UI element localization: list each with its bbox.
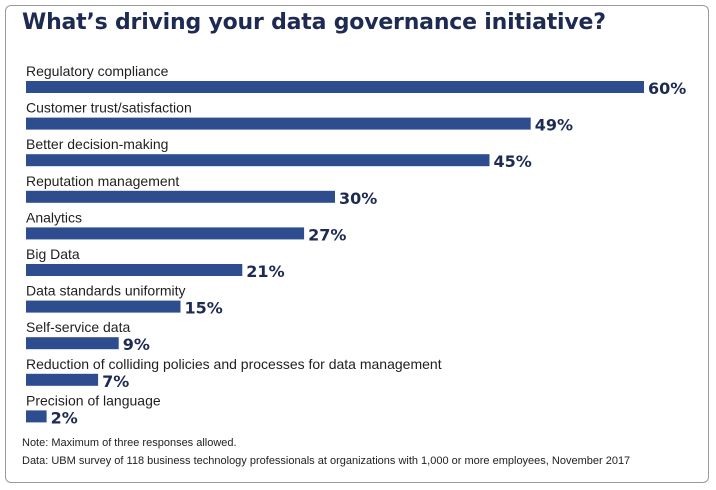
bar xyxy=(26,264,243,276)
note-text: Note: Maximum of three responses allowed… xyxy=(22,437,237,449)
value-label: 7% xyxy=(102,372,129,391)
category-label: Customer trust/satisfaction xyxy=(26,100,192,116)
value-label: 27% xyxy=(308,225,346,244)
bar xyxy=(26,337,119,350)
bar xyxy=(26,410,47,423)
value-label: 21% xyxy=(246,262,284,281)
category-label: Self-service data xyxy=(26,319,130,335)
bar xyxy=(26,117,531,130)
bar xyxy=(26,81,644,93)
category-label: Data standards uniformity xyxy=(26,283,186,299)
category-label: Reputation management xyxy=(26,173,179,189)
bar xyxy=(26,300,181,313)
category-label: Better decision-making xyxy=(26,136,168,152)
value-label: 2% xyxy=(51,408,78,427)
source-text: Data: UBM survey of 118 business technol… xyxy=(22,455,631,467)
bar xyxy=(26,154,490,167)
value-label: 15% xyxy=(185,299,223,318)
bar xyxy=(26,190,335,203)
value-label: 9% xyxy=(123,335,150,354)
value-label: 60% xyxy=(648,79,686,98)
chart-title: What’s driving your data governance init… xyxy=(22,10,606,35)
bar xyxy=(26,373,99,386)
value-label: 49% xyxy=(535,116,573,135)
bar xyxy=(26,227,305,240)
category-label: Regulatory compliance xyxy=(26,63,169,79)
value-label: 45% xyxy=(494,152,532,171)
category-label: Analytics xyxy=(26,209,82,225)
category-label: Big Data xyxy=(26,246,80,262)
category-label: Reduction of colliding policies and proc… xyxy=(26,356,442,372)
value-label: 30% xyxy=(339,189,377,208)
category-label: Precision of language xyxy=(26,392,161,408)
